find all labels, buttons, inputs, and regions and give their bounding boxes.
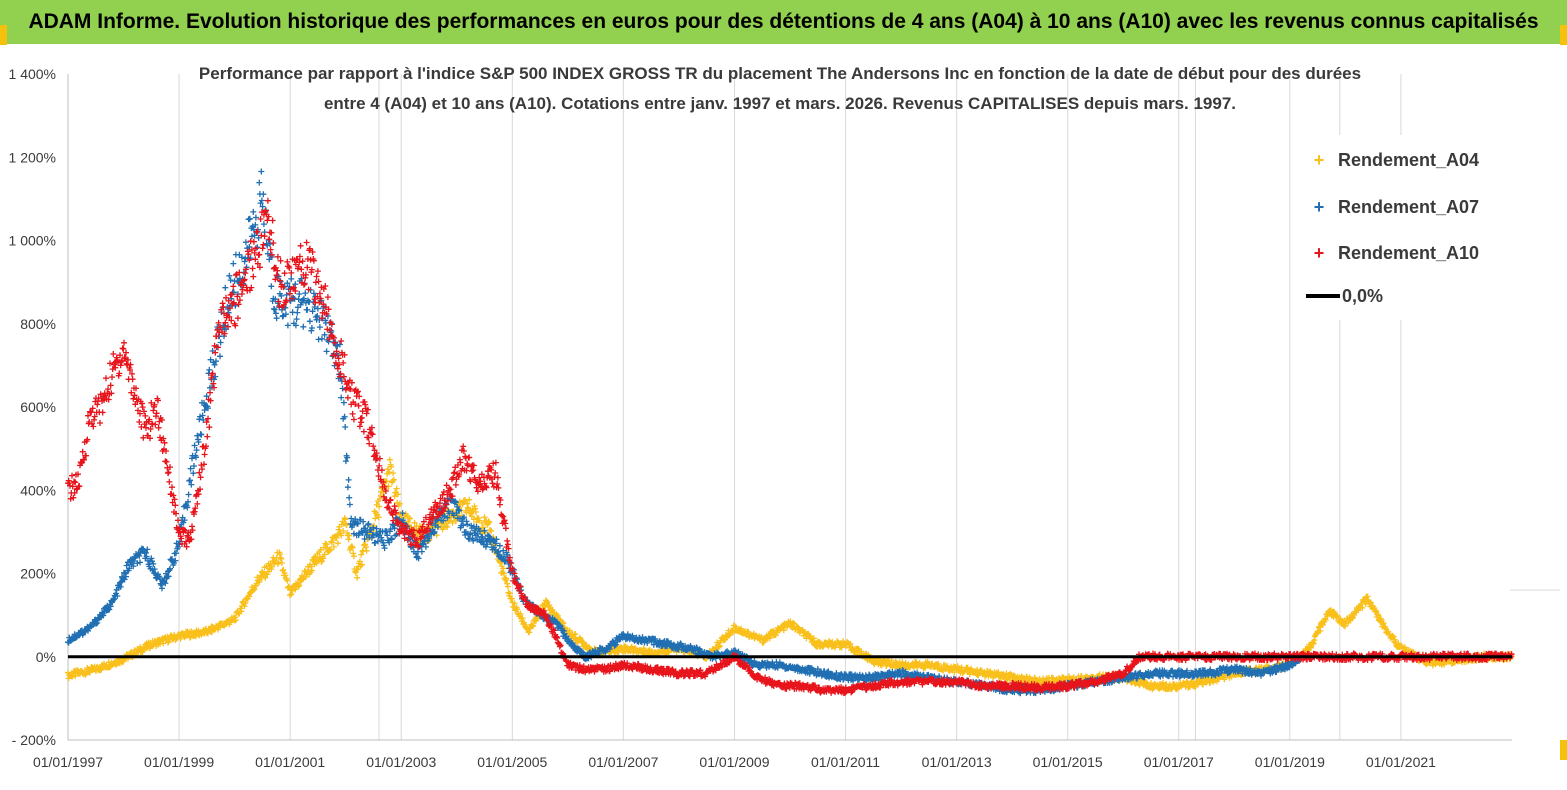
y-tick-label: 1 200% <box>9 149 56 165</box>
x-tick-label: 01/01/2009 <box>699 754 769 770</box>
legend-line-zero <box>1306 294 1340 298</box>
legend: + Rendement_A04 + Rendement_A07 + Rendem… <box>1300 135 1510 320</box>
x-tick-label: 01/01/2019 <box>1255 754 1325 770</box>
legend-marker-a07: + <box>1313 196 1325 217</box>
x-tick-label: 01/01/2001 <box>255 754 325 770</box>
banner-title: ADAM Informe. Evolution historique des p… <box>28 10 1539 33</box>
x-tick-label: 01/01/2017 <box>1144 754 1214 770</box>
chart-title-line2: entre 4 (A04) et 10 ans (A10). Cotations… <box>323 94 1237 113</box>
legend-item-a10: + Rendement_A10 <box>1300 240 1479 266</box>
x-tick-label: 01/01/2003 <box>366 754 436 770</box>
legend-label-a07: Rendement_A07 <box>1338 196 1480 217</box>
legend-marker-a04: + <box>1313 149 1325 170</box>
axis-layer <box>67 74 1512 741</box>
legend-item-a07: + Rendement_A07 <box>1300 194 1479 220</box>
corner-marker-bottom-right <box>1560 740 1567 760</box>
y-tick-label: 0% <box>36 649 56 665</box>
series-markers-Rendement_A10 <box>65 197 1515 697</box>
x-tick-label: 01/01/2005 <box>477 754 547 770</box>
tick-layer: 01/01/1997 01/01/1999 01/01/2001 01/01/2003… <box>9 66 1437 770</box>
x-tick-label: 01/01/2007 <box>588 754 658 770</box>
x-tick-label: 01/01/2021 <box>1366 754 1436 770</box>
y-tick-label: 1 400% <box>9 66 56 82</box>
legend-marker-a10: + <box>1313 242 1325 263</box>
grid-layer <box>67 74 1560 740</box>
series-layer <box>65 168 1515 697</box>
legend-label-a10: Rendement_A10 <box>1338 242 1480 263</box>
legend-label-zero: 0,0% <box>1342 285 1384 306</box>
x-tick-label: 01/01/1999 <box>144 754 214 770</box>
legend-label-a04: Rendement_A04 <box>1338 149 1480 170</box>
x-tick-label: 01/01/2013 <box>922 754 992 770</box>
y-tick-label: 400% <box>20 482 56 498</box>
corner-marker-top-right <box>1560 25 1567 45</box>
y-tick-label: 800% <box>20 316 56 332</box>
legend-item-zero: 0,0% <box>1300 283 1383 309</box>
y-tick-label: - 200% <box>12 732 56 748</box>
chart-title-line1: Performance par rapport à l'indice S&P 5… <box>198 64 1362 83</box>
corner-marker-top-left <box>0 25 7 45</box>
series-Rendement_A07 <box>65 168 1304 697</box>
x-tick-label: 01/01/1997 <box>33 754 103 770</box>
series-Rendement_A10 <box>65 197 1515 697</box>
y-tick-label: 200% <box>20 566 56 582</box>
series-markers-Rendement_A07 <box>65 168 1304 697</box>
x-tick-label: 01/01/2015 <box>1033 754 1103 770</box>
y-tick-label: 1 000% <box>9 233 56 249</box>
y-tick-label: 600% <box>20 399 56 415</box>
legend-item-a04: + Rendement_A04 <box>1300 147 1479 173</box>
x-tick-label: 01/01/2011 <box>811 754 880 770</box>
banner: ADAM Informe. Evolution historique des p… <box>0 0 1567 44</box>
